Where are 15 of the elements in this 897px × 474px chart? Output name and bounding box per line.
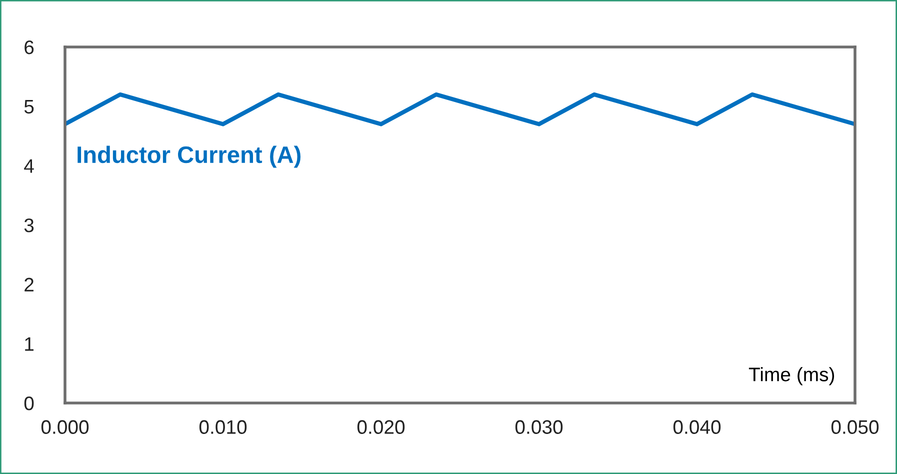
x-tick-label: 0.050 bbox=[831, 420, 879, 434]
y-tick-label: 5 bbox=[24, 100, 34, 114]
x-tick-label: 0.000 bbox=[41, 420, 89, 434]
y-tick-label: 1 bbox=[25, 337, 34, 351]
x-tick-label: 0.010 bbox=[199, 420, 247, 434]
series-label: Inductor Current (A) bbox=[78, 146, 300, 168]
x-tick-label: 0.030 bbox=[515, 420, 563, 434]
y-tick-label: 2 bbox=[24, 278, 34, 292]
y-tick-label: 3 bbox=[24, 218, 34, 232]
y-tick-label: 6 bbox=[24, 40, 34, 54]
y-tick-label: 4 bbox=[24, 159, 34, 173]
x-axis-title: Time (ms) bbox=[748, 367, 834, 386]
x-tick-label: 0.040 bbox=[673, 420, 721, 434]
x-tick-label: 0.020 bbox=[357, 420, 405, 434]
y-tick-label: 0 bbox=[24, 396, 34, 410]
